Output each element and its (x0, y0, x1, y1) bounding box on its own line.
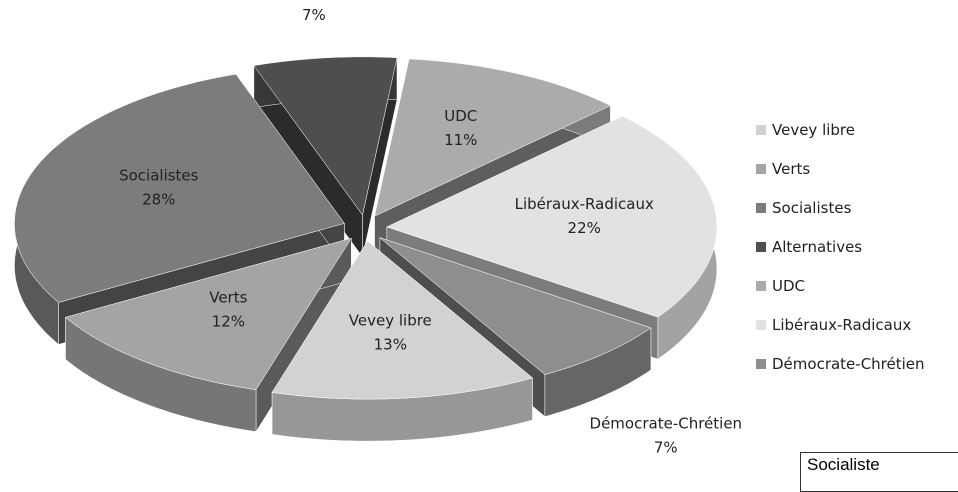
data-label-name: UDC (444, 107, 477, 125)
legend-swatch (756, 359, 766, 369)
table-cell: Socialiste (800, 452, 958, 492)
slice-top (386, 116, 718, 318)
slice (379, 237, 652, 418)
legend-swatch (756, 164, 766, 174)
legend-swatch (756, 281, 766, 291)
slice-top (271, 240, 534, 400)
slice-top (374, 58, 611, 217)
slice (253, 56, 398, 258)
page: Vevey libre 13% Verts 12% Socialistes 28% Alte… (14, 5, 958, 492)
data-label-name: Verts (209, 289, 247, 307)
data-label-name: Socialistes (119, 166, 199, 184)
slice-top (14, 73, 345, 303)
slice-top (64, 237, 352, 390)
data-label-name: Démocrate-Chrétien (590, 415, 743, 433)
legend-label: Socialistes (772, 199, 852, 217)
data-label: 22% (568, 219, 601, 237)
legend-label: Libéraux-Radicaux (772, 316, 911, 334)
legend-label: Alternatives (772, 238, 862, 256)
data-label: 28% (142, 190, 175, 208)
data-label: 11% (444, 131, 477, 149)
legend-swatch (756, 203, 766, 213)
legend-label: UDC (772, 277, 805, 295)
slice-top (379, 237, 652, 375)
legend-label: Vevey libre (772, 121, 855, 139)
legend-label: Verts (772, 160, 810, 178)
chart: Vevey libre 13% Verts 12% Socialistes 28% Alte… (14, 6, 925, 457)
data-label: 13% (374, 335, 407, 353)
data-label-name: Vevey libre (349, 311, 432, 329)
legend-swatch (756, 242, 766, 252)
data-label: 7% (654, 439, 678, 457)
data-label: 7% (302, 6, 326, 24)
legend-swatch (756, 125, 766, 135)
slice-top (253, 56, 398, 216)
data-label-name: Libéraux-Radicaux (515, 195, 654, 213)
slice (271, 240, 534, 442)
legend-swatch (756, 320, 766, 330)
slice (64, 237, 352, 433)
data-label: 12% (212, 313, 245, 331)
legend-label: Démocrate-Chrétien (772, 355, 925, 373)
